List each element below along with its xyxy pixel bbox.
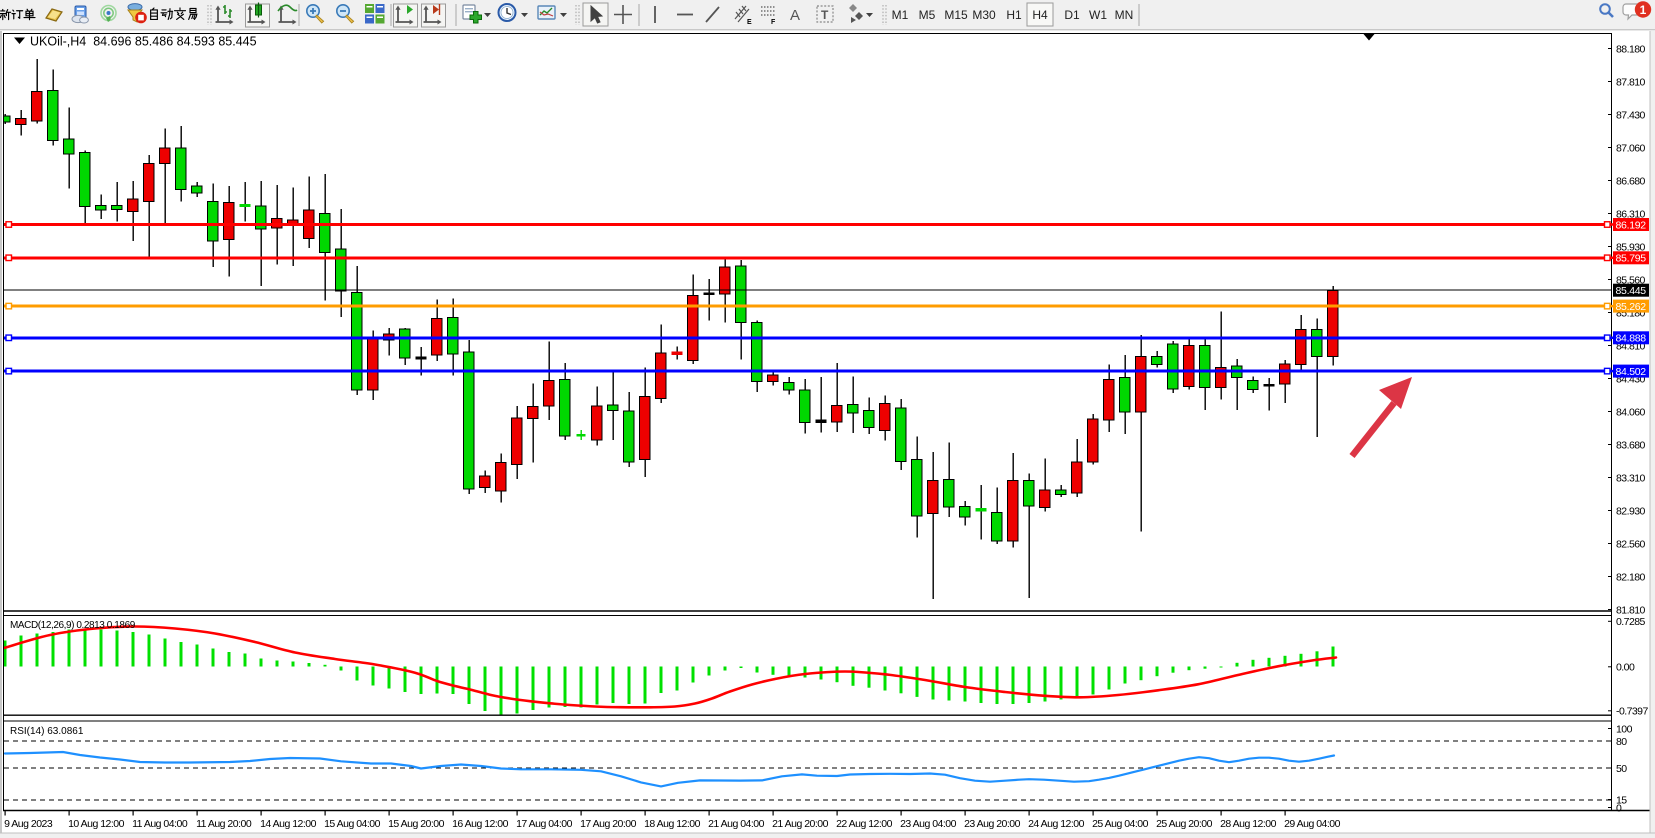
svg-text:85.445: 85.445 [1616,285,1647,297]
svg-text:F: F [771,19,776,26]
svg-text:17 Aug 20:00: 17 Aug 20:00 [580,818,637,830]
svg-text:H4: H4 [1032,8,1048,22]
svg-text:29 Aug 04:00: 29 Aug 04:00 [1284,818,1341,830]
svg-text:17 Aug 04:00: 17 Aug 04:00 [516,818,573,830]
svg-text:83.310: 83.310 [1616,472,1646,484]
svg-text:82.930: 82.930 [1616,505,1646,517]
svg-text:25 Aug 04:00: 25 Aug 04:00 [1092,818,1149,830]
svg-text:-0.7397: -0.7397 [1616,706,1648,718]
svg-text:86.192: 86.192 [1616,219,1647,231]
svg-text:1: 1 [1640,3,1647,17]
svg-text:88.180: 88.180 [1616,43,1646,55]
svg-text:11 Aug 04:00: 11 Aug 04:00 [132,818,188,830]
svg-text:50: 50 [1616,763,1627,775]
svg-text:10 Aug 12:00: 10 Aug 12:00 [68,818,125,830]
svg-text:83.680: 83.680 [1616,439,1646,451]
svg-text:23 Aug 04:00: 23 Aug 04:00 [900,818,957,830]
svg-text:MN: MN [1115,8,1134,22]
svg-text:21 Aug 20:00: 21 Aug 20:00 [772,818,829,830]
svg-text:80: 80 [1616,736,1627,748]
svg-text:H1: H1 [1006,8,1022,22]
svg-text:82.180: 82.180 [1616,571,1646,583]
svg-text:24 Aug 12:00: 24 Aug 12:00 [1028,818,1085,830]
svg-text:M30: M30 [972,8,996,22]
svg-text:16 Aug 12:00: 16 Aug 12:00 [452,818,509,830]
svg-text:87.810: 87.810 [1616,76,1646,88]
svg-text:11 Aug 20:00: 11 Aug 20:00 [196,818,252,830]
svg-text:86.680: 86.680 [1616,175,1646,187]
svg-text:0.00: 0.00 [1616,662,1635,674]
svg-text:85.795: 85.795 [1616,253,1647,265]
svg-text:100: 100 [1616,723,1633,735]
svg-text:87.430: 87.430 [1616,109,1646,121]
svg-text:22 Aug 12:00: 22 Aug 12:00 [836,818,893,830]
svg-text:86.310: 86.310 [1616,208,1646,220]
svg-text:E: E [747,19,752,26]
svg-text:A: A [790,7,800,24]
svg-text:84.502: 84.502 [1616,366,1647,378]
svg-text:M15: M15 [944,8,968,22]
svg-text:15 Aug 04:00: 15 Aug 04:00 [324,818,381,830]
svg-text:MACD(12,26,9) 0.2813 0.1869: MACD(12,26,9) 0.2813 0.1869 [10,620,136,631]
svg-text:RSI(14) 63.0861: RSI(14) 63.0861 [10,726,84,737]
svg-text:82.560: 82.560 [1616,538,1646,550]
svg-text:M1: M1 [892,8,909,22]
svg-text:15 Aug 20:00: 15 Aug 20:00 [388,818,445,830]
svg-text:0.7285: 0.7285 [1616,616,1646,628]
svg-text:14 Aug 12:00: 14 Aug 12:00 [260,818,317,830]
svg-text:28 Aug 12:00: 28 Aug 12:00 [1220,818,1277,830]
svg-text:85.560: 85.560 [1616,274,1646,286]
svg-text:87.060: 87.060 [1616,142,1646,154]
svg-text:18 Aug 12:00: 18 Aug 12:00 [644,818,701,830]
svg-text:85.262: 85.262 [1616,301,1647,313]
svg-text:25 Aug 20:00: 25 Aug 20:00 [1156,818,1213,830]
svg-text:M5: M5 [919,8,936,22]
svg-text:21 Aug 04:00: 21 Aug 04:00 [708,818,765,830]
svg-text:15: 15 [1616,794,1627,806]
svg-text:9 Aug 2023: 9 Aug 2023 [4,818,53,830]
svg-text:0: 0 [1616,802,1622,814]
svg-text:81.810: 81.810 [1616,604,1646,616]
svg-text:T: T [821,8,829,22]
svg-text:D1: D1 [1064,8,1080,22]
svg-text:23 Aug 20:00: 23 Aug 20:00 [964,818,1021,830]
svg-text:84.888: 84.888 [1616,333,1647,345]
svg-text:W1: W1 [1089,8,1107,22]
svg-text:85.930: 85.930 [1616,241,1646,253]
svg-text:84.060: 84.060 [1616,406,1646,418]
svg-text:UKOil-,H4 84.696 85.486 84.59: UKOil-,H4 84.696 85.486 84.593 85.445 [30,35,257,49]
